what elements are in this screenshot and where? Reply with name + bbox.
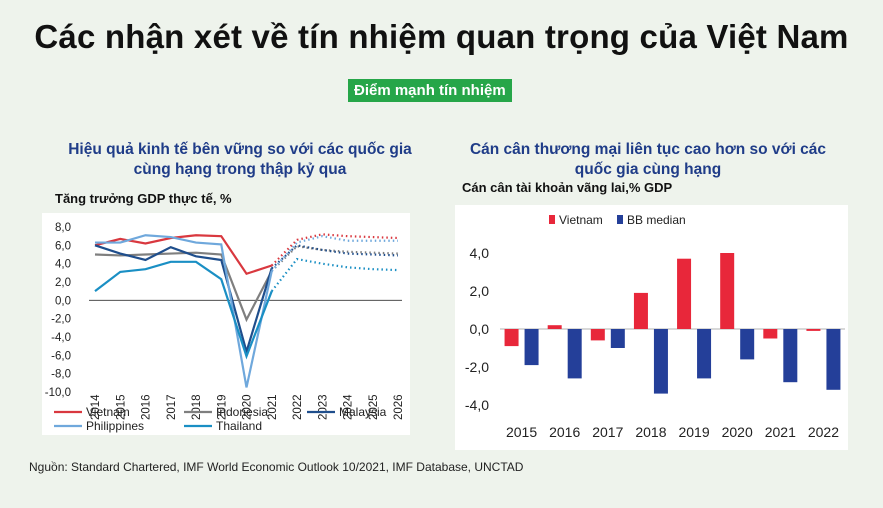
x-tick-label: 2017 [592, 424, 623, 440]
bar-vietnam-2018 [633, 292, 648, 329]
line-vietnam [94, 234, 273, 276]
y-tick-label: -8,0 [51, 369, 71, 381]
right-subtitle-line2: quốc gia cùng hạng [574, 161, 722, 178]
y-tick-label: -6,0 [51, 350, 71, 362]
line-malaysia-forecast [271, 244, 399, 270]
right-chart-subtitle: Cán cân thương mại liên tục cao hơn so v… [448, 140, 848, 180]
y-tick-label: 0,0 [470, 321, 490, 337]
bar-bb-median-2015 [524, 329, 539, 366]
legend-label-bb-median: BB median [627, 213, 686, 227]
bar-bb-median-2021 [783, 329, 798, 383]
left-subtitle-line2: cùng hạng trong thập kỷ qua [133, 161, 347, 178]
x-tick-label: 2020 [722, 424, 753, 440]
bar-bb-median-2017 [610, 329, 625, 348]
bar-bb-median-2020 [740, 329, 755, 360]
x-tick-label: 2016 [141, 394, 153, 420]
x-tick-label: 2015 [115, 394, 127, 420]
x-tick-label: 2024 [343, 394, 355, 420]
y-tick-label: -4,0 [51, 332, 71, 344]
x-tick-label: 2014 [90, 394, 102, 420]
gdp-growth-chart-panel: 8,0 6,0 4,0 2,0 0,0 -2,0 -4,0 -6,0 -8,0 -10,0 2014… [42, 213, 410, 435]
bar-vietnam-2019 [677, 258, 692, 329]
x-tick-label: 2021 [765, 424, 796, 440]
y-tick-label: 2,0 [55, 277, 71, 289]
x-tick-label: 2017 [166, 394, 178, 420]
y-tick-label: 8,0 [55, 222, 71, 234]
credit-strength-badge: Điểm mạnh tín nhiệm [348, 79, 512, 102]
left-subtitle-line1: Hiệu quả kinh tế bên vững so với các quố… [68, 141, 412, 158]
x-tick-label: 2018 [191, 394, 203, 420]
legend-swatch-bb-median [617, 215, 623, 224]
legend-label-indonesia: Indonesia [216, 405, 268, 419]
y-tick-label: 0,0 [55, 295, 71, 307]
bar-bb-median-2022 [826, 329, 841, 390]
x-tick-label: 2016 [549, 424, 580, 440]
legend-label-thailand: Thailand [216, 419, 262, 433]
y-tick-label: 6,0 [55, 240, 71, 252]
bar-vietnam-2020 [720, 253, 735, 329]
y-tick-label: -4,0 [465, 397, 489, 413]
line-thailand-forecast [270, 257, 399, 292]
y-tick-label: -10,0 [45, 387, 71, 399]
bar-bb-median-2016 [567, 329, 582, 379]
source-note: Nguồn: Standard Chartered, IMF World Eco… [29, 460, 524, 474]
legend-swatch-vietnam [549, 215, 555, 224]
bar-bb-median-2018 [653, 329, 668, 394]
legend-label-vietnam: Vietnam [559, 213, 603, 227]
x-tick-label: 2020 [242, 394, 254, 420]
x-tick-label: 2019 [216, 394, 228, 420]
x-tick-label: 2022 [808, 424, 839, 440]
bar-vietnam-2017 [590, 329, 605, 341]
y-tick-label: 4,0 [55, 259, 71, 271]
legend-label-malaysia: Malaysia [339, 405, 387, 419]
bar-bb-median-2019 [697, 329, 712, 379]
line-thailand [94, 260, 273, 360]
x-tick-label: 2022 [292, 394, 304, 420]
current-account-bar-chart: 4,0 2,0 0,0 -2,0 -4,0 2015 2016 2017 2018 2019 202… [465, 213, 845, 440]
y-tick-label: -2,0 [51, 314, 71, 326]
page-title: Các nhận xét về tín nhiệm quan trọng của… [34, 18, 849, 55]
x-tick-label: 2018 [635, 424, 666, 440]
y-tick-label: 4,0 [470, 245, 490, 261]
current-account-axis-label: Cán cân tài khoản vãng lai,% GDP [462, 180, 673, 195]
right-subtitle-line1: Cán cân thương mại liên tục cao hơn so v… [469, 141, 827, 158]
line-philippines [95, 234, 273, 388]
gdp-growth-axis-label: Tăng trưởng GDP thực tế, % [55, 191, 232, 206]
bar-vietnam-2021 [763, 329, 778, 339]
x-tick-label: 2019 [678, 424, 709, 440]
legend-label-philippines: Philippines [86, 419, 144, 433]
x-tick-label: 2026 [393, 394, 405, 420]
y-tick-label: -2,0 [465, 359, 489, 375]
x-tick-label: 2021 [267, 394, 279, 420]
y-tick-label: 2,0 [470, 283, 490, 299]
x-tick-label: 2023 [317, 394, 329, 420]
x-tick-label: 2025 [368, 394, 380, 420]
current-account-chart-panel: 4,0 2,0 0,0 -2,0 -4,0 2015 2016 2017 2018 2019 202… [455, 205, 848, 450]
line-malaysia [94, 244, 273, 356]
legend-label-vietnam: Vietnam [86, 405, 130, 419]
bar-vietnam-2022 [806, 329, 821, 331]
left-chart-subtitle: Hiệu quả kinh tế bên vững so với các quố… [40, 140, 440, 180]
x-tick-label: 2015 [506, 424, 537, 440]
gdp-growth-line-chart: 8,0 6,0 4,0 2,0 0,0 -2,0 -4,0 -6,0 -8,0 -10,0 2014… [45, 222, 405, 433]
bar-vietnam-2015 [504, 329, 519, 347]
line-philippines-forecast [270, 235, 398, 272]
bar-vietnam-2016 [547, 325, 562, 329]
